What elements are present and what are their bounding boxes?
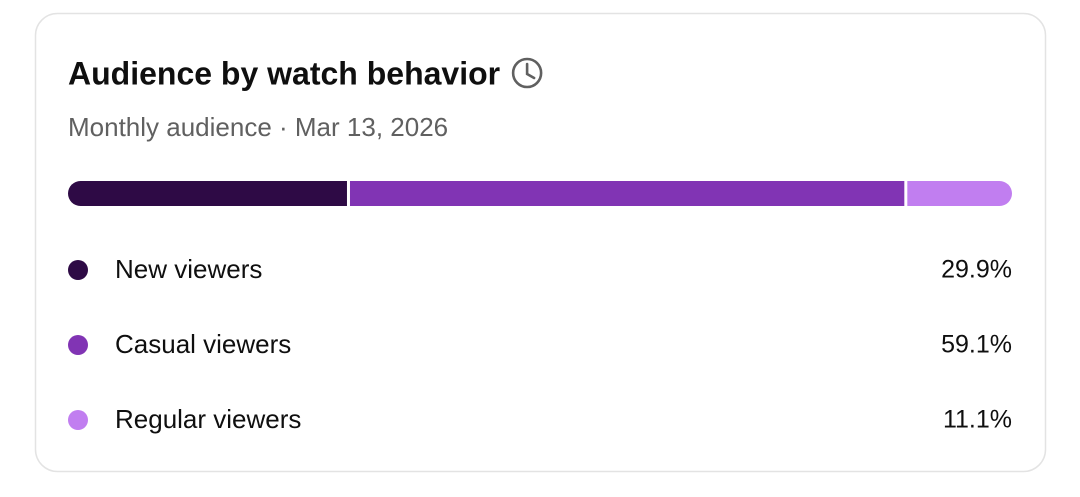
legend-dot (68, 410, 88, 430)
subtitle: Monthly audience · Mar 13, 2026 (68, 112, 448, 142)
history-icon[interactable] (511, 57, 543, 89)
value-label: 29.9% (941, 256, 1012, 284)
chart-title: Audience by watch behavior (68, 55, 500, 91)
bar-segment (349, 181, 905, 206)
legend-dot (68, 260, 88, 280)
card (34, 12, 1047, 473)
legend-dot (68, 335, 88, 355)
legend-label: Regular viewers (115, 404, 301, 434)
legend-label: New viewers (115, 254, 262, 284)
bar-segment (907, 181, 1012, 206)
value-label: 11.1% (943, 406, 1012, 434)
value-label: 59.1% (941, 331, 1012, 359)
bar-segment (68, 181, 347, 206)
legend-label: Casual viewers (115, 329, 291, 359)
stacked-bar (68, 181, 1012, 206)
legend: New viewers 29.9% Casual viewers 59.1% Regul… (68, 254, 1012, 434)
